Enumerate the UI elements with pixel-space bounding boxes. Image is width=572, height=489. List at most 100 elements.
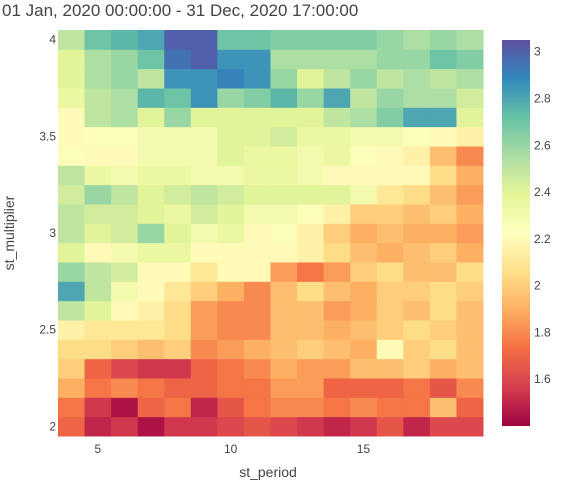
heatmap-cell [58,320,86,340]
heatmap-cell [190,378,218,398]
heatmap-cell [164,223,192,244]
heatmap-cell [217,126,245,147]
heatmap-cell [403,107,431,128]
heatmap-cell [456,223,484,244]
heatmap-cell [243,126,271,147]
heatmap-cell [111,184,139,205]
heatmap-cell [84,300,112,321]
heatmap-cell [243,88,271,108]
heatmap-cell [217,184,245,205]
heatmap-cell [376,184,404,205]
heatmap-cell [376,88,404,108]
heatmap-cell [58,68,86,89]
heatmap-cell [243,320,271,340]
heatmap-cell [190,416,218,437]
heatmap-cell [270,184,298,205]
heatmap-cell [456,262,484,282]
heatmap-cell [297,165,325,186]
heatmap-cell [350,49,378,70]
heatmap-cell [137,146,165,166]
heatmap-cell [429,126,457,147]
heatmap-cell [270,204,298,224]
heatmap-cell [84,165,112,186]
heatmap-cell [164,146,192,166]
heatmap-cell [164,281,192,302]
heatmap-cell [429,49,457,70]
heatmap-cell [270,358,298,379]
heatmap-cell [429,281,457,302]
heatmap-cell [403,320,431,340]
heatmap-cell [376,223,404,244]
heatmap-cell [403,397,431,418]
heatmap-cell [456,242,484,263]
heatmap-cell [190,49,218,70]
heatmap-cell [58,262,86,282]
y-tick-label: 3.5 [39,129,56,143]
heatmap-cell [323,165,351,186]
heatmap-cell [323,204,351,224]
heatmap-cell [137,88,165,108]
heatmap-cell [403,184,431,205]
heatmap-cell [376,242,404,263]
heatmap-cell [297,262,325,282]
heatmap-cell [190,126,218,147]
heatmap-cell [323,281,351,302]
heatmap-cell [111,378,139,398]
heatmap-cell [456,320,484,340]
heatmap-cell [164,68,192,89]
heatmap-cell [350,88,378,108]
heatmap-cell [376,416,404,437]
heatmap-cell [350,165,378,186]
colorbar-tick-label: 2.2 [534,232,551,246]
heatmap-cell [429,30,457,50]
heatmap-cell [270,416,298,437]
heatmap-cell [270,30,298,50]
heatmap-cell [270,107,298,128]
heatmap-cell [84,146,112,166]
colorbar-tick-label: 2.8 [534,91,551,105]
heatmap-cell [164,262,192,282]
heatmap-cell [243,281,271,302]
heatmap-cell [350,242,378,263]
heatmap-cell [111,30,139,50]
heatmap-cell [84,416,112,437]
heatmap-cell [456,378,484,398]
heatmap-cell [429,242,457,263]
heatmap-cell [164,88,192,108]
heatmap-cell [456,68,484,89]
heatmap-cell [376,146,404,166]
colorbar [502,40,530,426]
heatmap-cell [376,126,404,147]
heatmap-cell [84,204,112,224]
heatmap-cell [270,300,298,321]
heatmap-cell [270,397,298,418]
heatmap-cell [164,165,192,186]
heatmap-cell [84,223,112,244]
heatmap-cell [429,397,457,418]
heatmap-cell [111,397,139,418]
heatmap-cell [376,397,404,418]
heatmap-cell [217,49,245,70]
heatmap-cell [376,300,404,321]
heatmap-cell [456,184,484,205]
heatmap-cell [190,88,218,108]
heatmap-cell [323,146,351,166]
heatmap-cell [58,107,86,128]
heatmap-cell [297,107,325,128]
heatmap-cell [350,184,378,205]
heatmap-cell [376,378,404,398]
heatmap-cell [270,281,298,302]
heatmap-cell [403,88,431,108]
heatmap-cell [84,107,112,128]
heatmap-cell [456,146,484,166]
heatmap-cell [323,358,351,379]
heatmap-cell [270,320,298,340]
heatmap-cell [376,281,404,302]
heatmap-cell [190,281,218,302]
heatmap-cell [190,107,218,128]
heatmap-cell [137,281,165,302]
heatmap-cell [190,204,218,224]
heatmap-cell [84,262,112,282]
heatmap-cell [217,30,245,50]
